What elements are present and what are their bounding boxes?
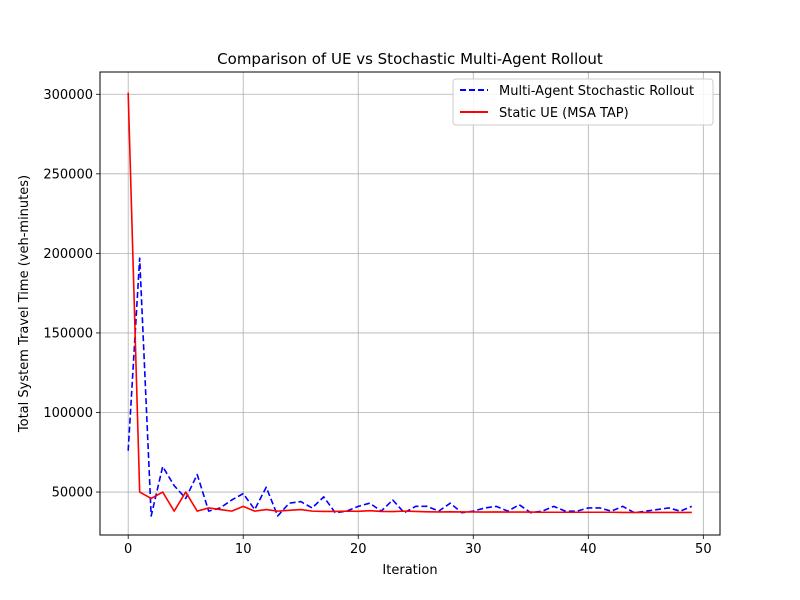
grid-lines bbox=[100, 72, 720, 535]
x-tick-label: 30 bbox=[465, 542, 482, 557]
y-tick-label: 250000 bbox=[43, 167, 93, 182]
legend-label-rollout: Multi-Agent Stochastic Rollout bbox=[499, 84, 694, 99]
y-tick-label: 300000 bbox=[43, 88, 93, 103]
chart-title: Comparison of UE vs Stochastic Multi-Age… bbox=[217, 50, 603, 68]
legend: Multi-Agent Stochastic Rollout Static UE… bbox=[452, 78, 714, 126]
x-tick-label: 10 bbox=[235, 542, 252, 557]
y-axis-label: Total System Travel Time (veh-minutes) bbox=[17, 175, 32, 433]
y-tick-label: 100000 bbox=[43, 406, 93, 421]
x-axis-label: Iteration bbox=[382, 563, 437, 578]
x-tick-label: 50 bbox=[695, 542, 712, 557]
legend-label-static-ue: Static UE (MSA TAP) bbox=[499, 106, 629, 121]
x-tick-label: 0 bbox=[124, 542, 132, 557]
legend-box bbox=[452, 78, 714, 126]
series-layer bbox=[127, 92, 693, 517]
x-tick-label: 20 bbox=[350, 542, 367, 557]
y-tick-label: 150000 bbox=[43, 326, 93, 341]
series-line-static-ue bbox=[127, 92, 692, 514]
y-tick-label: 200000 bbox=[43, 247, 93, 262]
axis-ticks: 0 10 20 30 40 50 50000 100000 150000 200000 250000… bbox=[43, 88, 711, 557]
plot-frame bbox=[99, 71, 721, 536]
y-tick-label: 50000 bbox=[52, 486, 93, 501]
x-tick-label: 40 bbox=[580, 542, 597, 557]
series-line-rollout bbox=[127, 257, 693, 517]
